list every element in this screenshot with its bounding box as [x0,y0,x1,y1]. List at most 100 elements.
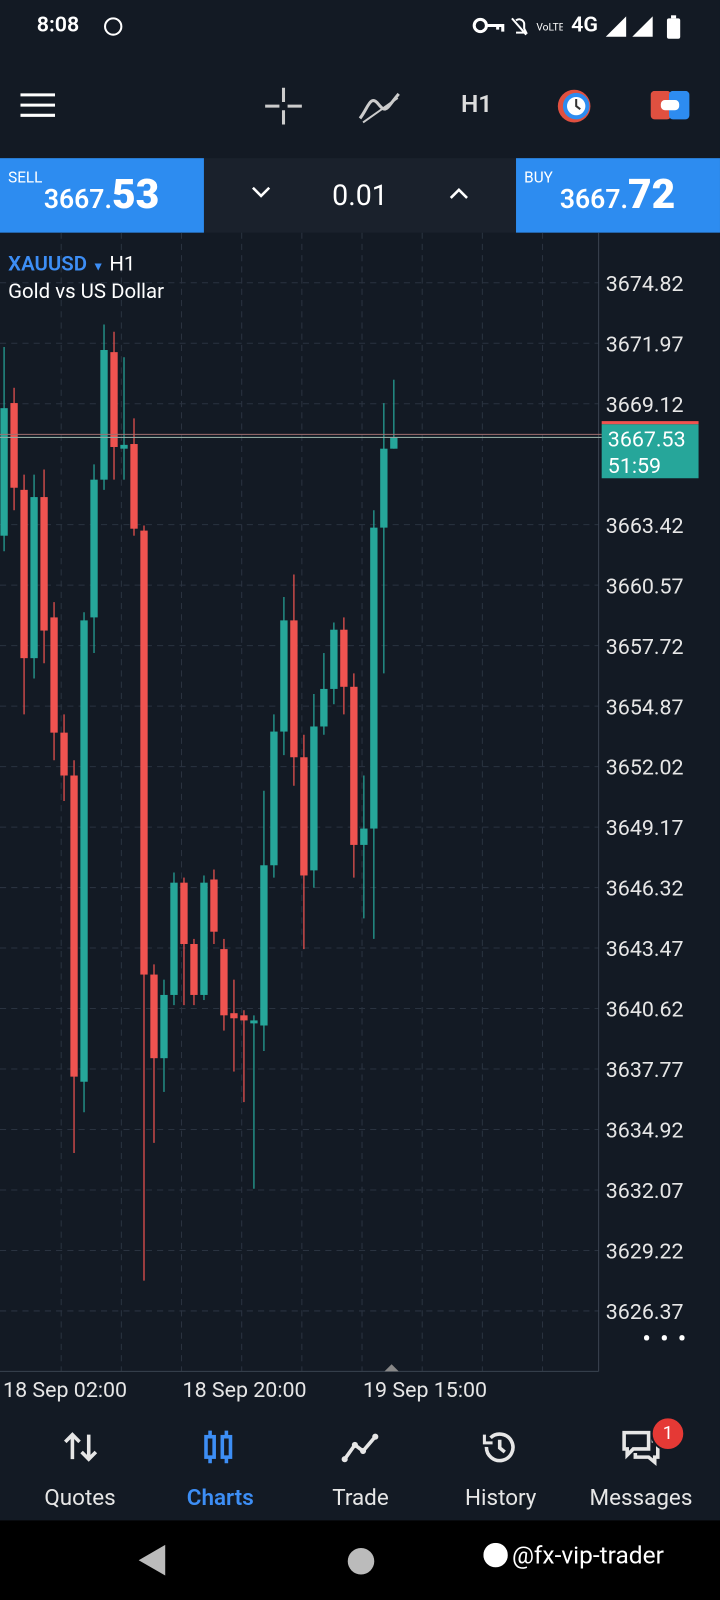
sell-price: 3667.53 [44,170,159,218]
nav-item[interactable]: Charts [148,1429,292,1512]
candle-body [230,1013,238,1019]
x-tick-label: 18 Sep 02:00 [3,1378,127,1403]
more-button[interactable]: • • • [642,1326,689,1353]
sell-price-main: 3667. [43,184,112,216]
lot-increase[interactable] [449,186,469,200]
crosshair-button[interactable] [263,86,304,127]
y-tick-label: 3649.17 [606,816,684,841]
candle-body [200,882,208,995]
nav-icon [63,1432,97,1462]
candle-body [60,732,68,776]
candle-body [350,686,358,845]
y-tick-label: 3629.22 [606,1240,684,1265]
nav-label: Quotes [44,1485,116,1512]
sell-label: SELL [8,168,43,187]
candle-body [320,688,328,727]
sell-button[interactable]: SELL 3667.53 [0,158,204,233]
y-tick-label: 3634.92 [606,1119,684,1144]
chart-title: Gold vs US Dollar [8,278,165,304]
price-tag-top [601,421,699,425]
nav-item[interactable]: Trade [289,1429,433,1512]
y-tick-label: 3652.02 [606,756,684,781]
nav-icon [204,1430,233,1464]
chart-timeframe: H1 [109,251,136,276]
candle-body [240,1015,248,1021]
y-tick-label: 3643.47 [606,937,684,962]
candle-body [190,944,198,995]
back-button[interactable] [137,1543,168,1578]
candle-body [40,497,48,631]
scroll-marker [384,1364,399,1372]
buy-button[interactable]: BUY 3667.72 [516,158,720,233]
nav-label: Charts [186,1485,254,1512]
y-tick-label: 3646.32 [606,877,684,902]
candle-body [330,629,338,689]
system-nav: @fx-vip-trader [0,1520,720,1600]
nav-label: Trade [332,1485,389,1512]
svg-text:VoLTE: VoLTE [536,23,563,34]
candle-body [180,882,188,945]
candle-body [140,530,148,975]
nav-icon [341,1433,378,1463]
buy-price-main: 3667. [559,184,629,216]
menu-button[interactable] [20,92,56,119]
y-tick-label: 3640.62 [606,998,684,1023]
candle-body [270,731,278,866]
x-tick-label: 18 Sep 20:00 [183,1378,307,1403]
candle-body [10,403,18,488]
current-price-label: 3667.53 [608,428,686,453]
home-button[interactable] [347,1547,376,1576]
y-tick-label: 3671.97 [606,332,684,357]
candle-body [160,994,168,1059]
lot-panel: 0.01 [203,158,517,233]
candle-body [310,726,318,871]
lot-decrease[interactable] [251,186,271,200]
y-tick-label: 3660.57 [606,574,684,599]
candle-body [0,408,8,536]
candle-body [130,444,138,529]
candle-body [220,949,228,1016]
badge: 1 [650,1416,686,1452]
symbol[interactable]: XAUUSD ▼ H1 [8,251,136,276]
nav-item[interactable]: History [429,1429,573,1511]
candle-body [30,497,38,659]
candle-body [150,974,158,1059]
x-tick-label: 19 Sep 15:00 [363,1378,487,1403]
candle-body [80,620,88,1082]
y-tick-label: 3669.12 [606,393,684,418]
y-tick-label: 3626.37 [606,1300,684,1325]
candle-body [280,620,288,732]
y-tick-label: 3657.72 [606,635,684,660]
y-tick-label: 3674.82 [606,272,684,297]
candle-body [110,352,118,447]
facebook-icon [483,1542,508,1568]
candle-body [340,629,348,687]
candle-body [120,444,128,449]
candle-body [390,437,398,449]
countdown: 51:59 [608,454,661,479]
chart: 3674.82 3671.97 3669.12 3663.42 3660.57 3657.… [0,232,699,1403]
indicators-button[interactable] [357,86,402,127]
candle-body [380,448,388,528]
y-tick-label: 3663.42 [606,514,684,539]
candle-body [250,1020,258,1024]
imo-icon [104,17,123,36]
candle-body [290,620,298,758]
buy-price: 3667.72 [560,170,675,218]
clock-button[interactable] [554,87,595,126]
buy-price-pips: 72 [628,170,676,219]
candle-body [50,617,58,733]
nav-icon [482,1432,515,1463]
y-tick-label: 3632.07 [606,1179,684,1204]
watermark: @fx-vip-trader [511,1540,664,1570]
lot-size[interactable]: 0.01 [332,178,388,213]
trade-toggle-button[interactable] [650,90,692,122]
symbol-name: XAUUSD [8,251,88,276]
y-tick-label: 3637.77 [606,1058,684,1083]
sell-price-pips: 53 [111,170,160,219]
nav-item[interactable]: Quotes [8,1429,152,1512]
nav-label: Messages [589,1485,693,1512]
nav-item[interactable]: Messages [569,1429,713,1512]
timeframe-button[interactable]: H1 [460,89,493,119]
